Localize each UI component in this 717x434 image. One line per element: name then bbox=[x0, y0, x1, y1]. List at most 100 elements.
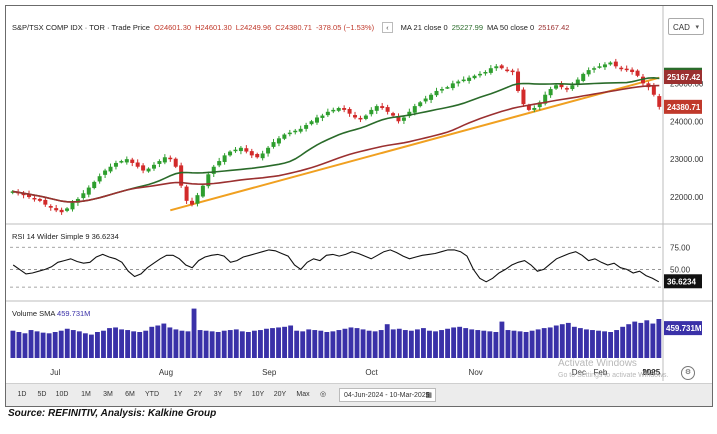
volume-bar bbox=[650, 323, 656, 358]
candle-body bbox=[516, 71, 521, 91]
rsi-last-tag bbox=[664, 274, 702, 289]
period-button-20y[interactable]: 20Y bbox=[273, 391, 287, 398]
candle-body bbox=[27, 193, 32, 198]
volume-bar bbox=[354, 328, 360, 358]
volume-bar bbox=[221, 330, 227, 358]
candle-body bbox=[287, 132, 292, 135]
price-tick-label: 24000.00 bbox=[670, 117, 704, 126]
candle-body bbox=[581, 73, 586, 81]
volume-bar bbox=[58, 330, 64, 358]
volume-bar bbox=[270, 328, 275, 358]
volume-bar bbox=[378, 330, 384, 358]
candle-body bbox=[499, 65, 504, 69]
volume-bar bbox=[608, 332, 614, 358]
candle-body bbox=[103, 170, 108, 175]
candle-body bbox=[380, 106, 385, 108]
x-axis-label: Aug bbox=[159, 368, 173, 377]
candle-body bbox=[570, 85, 575, 90]
period-toolbar: 1D 5D 10D 1M 3M 6M YTD 1Y 2Y 3Y 5Y 10Y 20Y Max 04-Jun… bbox=[6, 383, 712, 406]
period-button-10d[interactable]: 10D bbox=[55, 391, 69, 398]
last-price-tag-label: 24380.71 bbox=[667, 103, 701, 112]
price-chart[interactable]: 22000.0023000.0024000.0025000.0025227.99… bbox=[6, 6, 712, 406]
volume-bar bbox=[577, 328, 583, 358]
period-button-10y[interactable]: 10Y bbox=[251, 391, 265, 398]
candle-body bbox=[255, 154, 260, 158]
candle-body bbox=[81, 193, 86, 199]
volume-bar bbox=[602, 331, 607, 358]
currency-select[interactable]: CAD ▾ bbox=[668, 18, 704, 35]
volume-bar bbox=[596, 330, 601, 358]
target-icon[interactable]: ◎ bbox=[319, 391, 327, 398]
gear-icon[interactable]: ⚙ bbox=[681, 366, 695, 380]
volume-bar bbox=[590, 330, 595, 358]
candle-body bbox=[119, 161, 124, 163]
candle-body bbox=[619, 67, 624, 70]
last-price-tag bbox=[664, 99, 702, 114]
candle-body bbox=[630, 69, 635, 72]
period-button-1m[interactable]: 1M bbox=[81, 391, 91, 398]
candle-body bbox=[331, 109, 336, 112]
rsi-value-label: 36.6234 bbox=[91, 232, 119, 241]
volume-bar bbox=[306, 329, 312, 358]
candle-body bbox=[472, 75, 477, 79]
candle-body bbox=[548, 89, 553, 96]
date-range-field[interactable]: 04-Jun-2024 - 10-Mar-2025 ▦ bbox=[339, 388, 436, 402]
volume-bar bbox=[276, 327, 281, 358]
chart-frame: 22000.0023000.0024000.0025000.0025227.99… bbox=[5, 5, 713, 407]
trendline bbox=[170, 76, 660, 212]
volume-bar bbox=[457, 326, 463, 358]
period-button-3y[interactable]: 3Y bbox=[213, 391, 223, 398]
candle-body bbox=[309, 121, 314, 125]
volume-bar bbox=[493, 332, 499, 358]
period-button-ytd[interactable]: YTD bbox=[145, 391, 159, 398]
period-button-5d[interactable]: 5D bbox=[37, 391, 47, 398]
candle-body bbox=[613, 61, 618, 67]
volume-bar bbox=[34, 331, 40, 358]
volume-bar bbox=[215, 332, 221, 358]
volume-bar bbox=[191, 308, 197, 358]
candle-body bbox=[43, 199, 48, 205]
candle-body bbox=[32, 197, 37, 200]
volume-bar bbox=[137, 332, 143, 358]
volume-bar bbox=[553, 325, 559, 358]
candle-body bbox=[48, 205, 53, 208]
period-button-max[interactable]: Max bbox=[296, 391, 310, 398]
candle-body bbox=[624, 68, 629, 71]
candle-body bbox=[559, 83, 564, 88]
candle-body bbox=[65, 208, 70, 211]
volume-bar bbox=[82, 333, 88, 358]
period-button-1y[interactable]: 1Y bbox=[173, 391, 183, 398]
volume-bar bbox=[505, 330, 511, 358]
volume-bar bbox=[433, 331, 438, 358]
period-button-6m[interactable]: 6M bbox=[125, 391, 135, 398]
ohlc-legend: S&P/TSX COMP IDX · TOR · Trade Price O24… bbox=[12, 22, 569, 33]
candle-body bbox=[434, 90, 439, 96]
period-button-2y[interactable]: 2Y bbox=[193, 391, 203, 398]
volume-bar bbox=[396, 328, 402, 358]
period-button-1d[interactable]: 1D bbox=[17, 391, 27, 398]
volume-bar bbox=[626, 324, 632, 358]
volume-bar bbox=[312, 330, 318, 358]
candle-body bbox=[59, 209, 64, 213]
ma21-value: 25227.99 bbox=[451, 23, 484, 32]
volume-bar bbox=[481, 330, 487, 358]
collapse-legend-icon[interactable]: ‹ bbox=[382, 22, 393, 33]
volume-bar bbox=[282, 326, 288, 358]
candle-body bbox=[271, 142, 276, 147]
volume-bar bbox=[487, 331, 493, 358]
candle-body bbox=[228, 151, 233, 156]
candle-body bbox=[439, 89, 444, 91]
volume-bar bbox=[390, 329, 396, 358]
candle-body bbox=[92, 181, 97, 189]
calendar-icon[interactable]: ▦ bbox=[425, 392, 432, 399]
volume-bar bbox=[46, 333, 52, 358]
x-axis-label: 2025 bbox=[642, 368, 660, 377]
candle-body bbox=[537, 102, 542, 108]
candle-body bbox=[554, 85, 559, 89]
volume-bar bbox=[16, 332, 22, 358]
candle-body bbox=[347, 108, 352, 114]
period-button-3m[interactable]: 3M bbox=[103, 391, 113, 398]
candle-body bbox=[276, 138, 281, 144]
period-button-5y[interactable]: 5Y bbox=[233, 391, 243, 398]
candle-body bbox=[314, 117, 319, 123]
